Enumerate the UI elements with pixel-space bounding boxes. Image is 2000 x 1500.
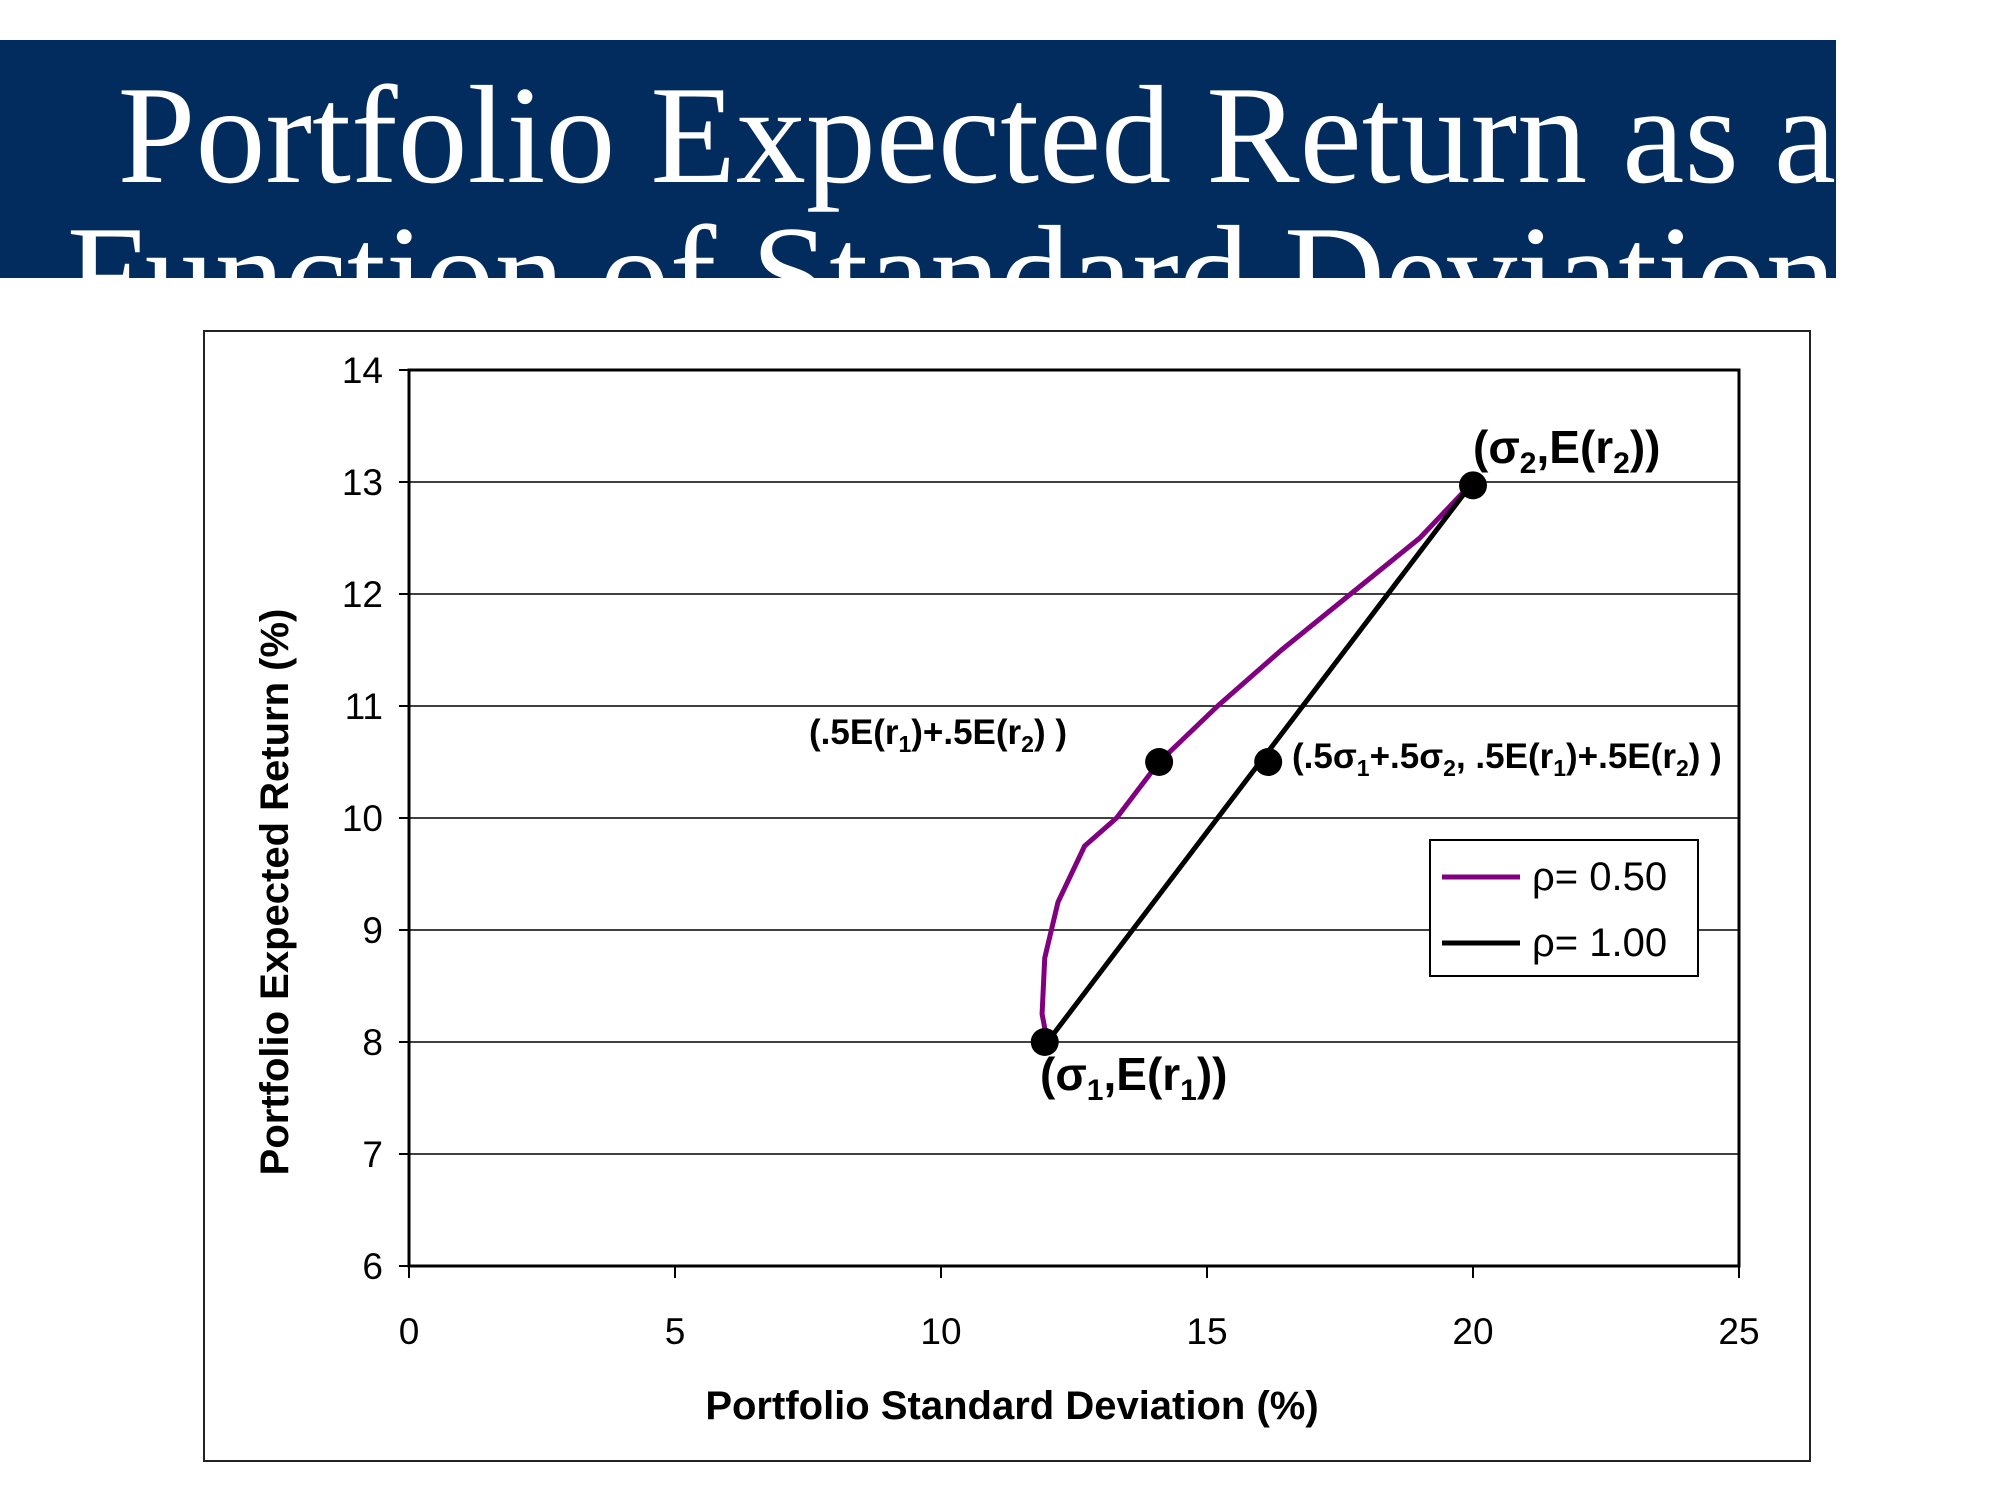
annotation-part: 2 xyxy=(1676,755,1689,781)
annotation-part: )+.5E(r xyxy=(1566,737,1676,776)
x-tick-label: 15 xyxy=(1186,1311,1227,1352)
data-point-marker xyxy=(1254,748,1283,776)
legend-label: ρ= 0.50 xyxy=(1532,855,1667,899)
annotation-part: (.5σ xyxy=(1292,737,1357,776)
annotations: (σ1,E(r1))(σ2,E(r2))(.5E(r1)+.5E(r2) )(.… xyxy=(809,421,1722,1107)
annotation-part: ,E(r xyxy=(1103,1048,1180,1100)
y-tick-label: 8 xyxy=(362,1022,383,1063)
annotation-part: 1 xyxy=(1180,1074,1197,1107)
annotation-part: ) ) xyxy=(1034,713,1067,752)
legend-label: ρ= 1.00 xyxy=(1532,921,1667,965)
y-tick-label: 6 xyxy=(362,1246,383,1287)
x-tick-label: 25 xyxy=(1718,1311,1759,1352)
legend-box xyxy=(1429,839,1699,977)
x-axis-label: Portfolio Standard Deviation (%) xyxy=(705,1384,1318,1428)
y-tick-label: 11 xyxy=(345,686,383,727)
annotation-part: ) ) xyxy=(1689,737,1722,776)
annotation-part: +.5σ xyxy=(1370,737,1444,776)
annotation-part: , .5E(r xyxy=(1456,737,1554,776)
annotation-part: (σ xyxy=(1473,421,1520,473)
legend: ρ= 0.50 ρ= 1.00 xyxy=(1429,839,1699,977)
annotation-half-both: (.5σ1+.5σ2, .5E(r1)+.5E(r2) ) xyxy=(1292,737,1722,781)
annotation-part: 1 xyxy=(898,731,911,757)
data-point-marker xyxy=(1145,748,1174,776)
data-point-marker xyxy=(1459,471,1487,500)
annotation-part: 1 xyxy=(1357,755,1370,781)
title-band: Portfolio Expected Return as a Function … xyxy=(0,40,1836,346)
x-tick-label: 20 xyxy=(1452,1311,1493,1352)
y-tick-label: 9 xyxy=(362,910,383,951)
title-line-2: Function of Standard Deviation xyxy=(66,198,1836,353)
y-tick-label: 13 xyxy=(342,462,383,503)
annotation-part: 1 xyxy=(1553,755,1566,781)
x-tick-label: 0 xyxy=(399,1311,420,1352)
annotation-part: )+.5E(r xyxy=(911,713,1021,752)
data-point-marker xyxy=(1030,1028,1059,1056)
annotation-part: (.5E(r xyxy=(809,713,899,752)
annotation-part: 2 xyxy=(1613,447,1630,480)
annotation-part: 2 xyxy=(1021,731,1034,757)
y-tick-label: 7 xyxy=(362,1134,383,1175)
x-tick-label: 10 xyxy=(920,1311,961,1352)
title-line-1: Portfolio Expected Return as a xyxy=(117,58,1836,213)
annotation-sigma1: (σ1,E(r1)) xyxy=(1040,1048,1228,1107)
y-tick-label: 12 xyxy=(342,574,383,615)
page-title: Portfolio Expected Return as a Function … xyxy=(0,66,1836,346)
annotation-part: 2 xyxy=(1520,447,1537,480)
annotation-part: 1 xyxy=(1087,1074,1104,1107)
annotation-sigma2: (σ2,E(r2)) xyxy=(1473,421,1661,480)
x-tick-label: 5 xyxy=(665,1311,686,1352)
annotation-part: ,E(r xyxy=(1536,421,1613,473)
annotation-part: 2 xyxy=(1443,755,1456,781)
y-tick-label: 14 xyxy=(342,350,383,391)
annotation-part: )) xyxy=(1630,421,1661,473)
series-line-rho-050 xyxy=(1039,479,1476,1045)
annotation-part: )) xyxy=(1197,1048,1228,1100)
y-axis-label: Portfolio Expected Return (%) xyxy=(253,609,297,1176)
annotation-part: (σ xyxy=(1040,1048,1087,1100)
point-markers xyxy=(1030,471,1487,1056)
annotation-half-return: (.5E(r1)+.5E(r2) ) xyxy=(809,713,1067,757)
y-tick-label: 10 xyxy=(342,798,383,839)
